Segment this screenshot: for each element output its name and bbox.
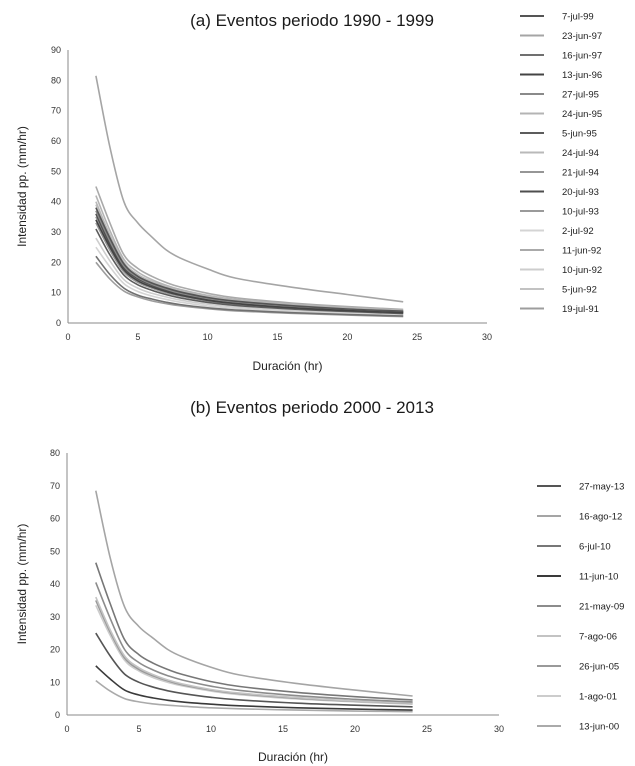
series-line-24-jun-95 [95, 195, 404, 312]
x-axis-label: Duración (hr) [252, 359, 322, 373]
legend-label: 6-jul-10 [579, 542, 611, 553]
series-line-27-may-13 [95, 632, 413, 708]
x-tick-label: 15 [278, 724, 288, 734]
series-line-24-jul-94 [95, 201, 404, 312]
series-line-7-ago-06 [95, 596, 413, 704]
legend-label: 13-jun-96 [562, 70, 602, 81]
legend-label: 21-may-09 [579, 602, 624, 613]
chart-b: (b) Eventos periodo 2000 - 2013 0 10 20 30 40… [15, 398, 624, 764]
x-axis-label: Duración (hr) [258, 750, 328, 764]
series-line-11-jun-10 [95, 665, 413, 711]
series-line-2-jul-92 [95, 246, 404, 317]
y-tick-label: 0 [56, 318, 61, 328]
y-tick-label: 70 [50, 481, 60, 491]
y-tick-label: 80 [51, 75, 61, 85]
y-tick-label: 30 [51, 227, 61, 237]
y-tick-label: 80 [50, 448, 60, 458]
chart-title: (a) Eventos periodo 1990 - 1999 [190, 11, 434, 30]
y-tick-label: 10 [50, 677, 60, 687]
y-tick-label: 0 [55, 710, 60, 720]
series-line-21-may-09 [95, 582, 413, 703]
x-tick-label: 20 [342, 332, 352, 342]
x-tick-label: 30 [494, 724, 504, 734]
y-tick-label: 90 [51, 45, 61, 55]
x-tick-label: 25 [412, 332, 422, 342]
legend-label: 5-jun-92 [562, 285, 597, 296]
x-tick-label: 10 [206, 724, 216, 734]
x-tick-label: 30 [482, 332, 492, 342]
legend-label: 27-jul-95 [562, 90, 599, 101]
legend-label: 23-jun-97 [562, 31, 602, 42]
chart-a: (a) Eventos periodo 1990 - 1999 0 10 20 30 40… [15, 11, 602, 373]
series-group [95, 75, 404, 318]
legend-label: 24-jul-94 [562, 148, 599, 159]
y-tick-label: 20 [51, 257, 61, 267]
legend-label: 27-may-13 [579, 482, 624, 493]
legend: 27-may-13 16-ago-12 6-jul-10 11-jun-10 21-ma… [537, 482, 624, 733]
y-tick-label: 50 [51, 166, 61, 176]
legend-label: 7-jul-99 [562, 12, 594, 23]
legend-label: 10-jul-93 [562, 207, 599, 218]
series-line-1-ago-01 [95, 604, 413, 705]
x-tick-label: 5 [136, 724, 141, 734]
y-tick-label: 40 [51, 197, 61, 207]
x-tick-label: 25 [422, 724, 432, 734]
y-tick-label: 30 [50, 612, 60, 622]
x-tick-label: 10 [203, 332, 213, 342]
legend-label: 5-jun-95 [562, 129, 597, 140]
series-group [95, 490, 413, 713]
y-tick-label: 60 [51, 136, 61, 146]
legend-label: 13-jun-00 [579, 722, 619, 733]
y-tick-label: 40 [50, 579, 60, 589]
series-line-16-jun-97 [95, 255, 404, 317]
series-line-10-jun-92 [95, 237, 404, 316]
legend-label: 21-jul-94 [562, 168, 599, 179]
legend-label: 7-ago-06 [579, 632, 617, 643]
legend-label: 11-jun-10 [579, 572, 618, 583]
legend-label: 11-jun-92 [562, 246, 601, 257]
y-tick-label: 60 [50, 514, 60, 524]
legend: 7-jul-99 23-jun-97 16-jun-97 13-jun-96 27-ju… [520, 12, 602, 315]
series-line-7-jul-99 [95, 207, 404, 312]
y-axis-label: Intensidad pp. (mm/hr) [15, 126, 29, 247]
legend-label: 26-jun-05 [579, 662, 619, 673]
x-tick-label: 15 [272, 332, 282, 342]
legend-label: 24-jun-95 [562, 109, 602, 120]
x-tick-label: 0 [65, 332, 70, 342]
series-line-11-jun-92 [95, 186, 404, 311]
y-tick-label: 50 [50, 546, 60, 556]
chart-title: (b) Eventos periodo 2000 - 2013 [190, 398, 434, 417]
legend-label: 20-jul-93 [562, 187, 599, 198]
series-line-23-jun-97 [95, 75, 404, 303]
legend-label: 10-jun-92 [562, 265, 602, 276]
y-tick-label: 70 [51, 106, 61, 116]
series-line-6-jul-10 [95, 562, 413, 701]
y-axis-label: Intensidad pp. (mm/hr) [15, 524, 29, 645]
x-tick-label: 20 [350, 724, 360, 734]
legend-label: 2-jul-92 [562, 226, 594, 237]
y-tick-label: 20 [50, 645, 60, 655]
legend-label: 16-jun-97 [562, 51, 602, 62]
series-line-13-jun-96 [95, 219, 404, 314]
y-tick-label: 10 [51, 288, 61, 298]
x-tick-label: 5 [135, 332, 140, 342]
legend-label: 19-jul-91 [562, 304, 599, 315]
legend-label: 1-ago-01 [579, 692, 617, 703]
legend-label: 16-ago-12 [579, 512, 622, 523]
series-line-16-ago-12 [95, 490, 413, 697]
x-tick-label: 0 [64, 724, 69, 734]
series-line-13-jun-00 [95, 679, 413, 713]
series-line-5-jun-95 [95, 228, 404, 315]
